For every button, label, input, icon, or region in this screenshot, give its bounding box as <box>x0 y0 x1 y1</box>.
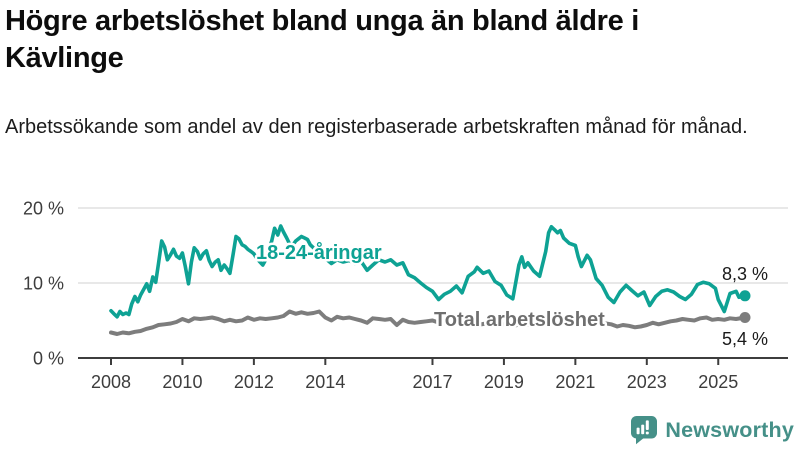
page-title: Högre arbetslöshet bland unga än bland ä… <box>5 3 639 77</box>
series-line-total <box>109 309 747 336</box>
chart-subtitle: Arbetssökande som andel av den registerb… <box>5 116 748 138</box>
page-title-line2: Kävlinge <box>5 42 124 74</box>
series-end-dot-youth-18-24 <box>739 290 751 302</box>
x-tick-label: 2019 <box>484 372 524 392</box>
newsworthy-logo-text: Newsworthy <box>665 417 794 442</box>
series-end-value-youth-18-24: 8,3 % <box>722 264 768 284</box>
series-end-dot-total <box>739 312 751 323</box>
page-title-line1: Högre arbetslöshet bland unga än bland ä… <box>5 5 639 37</box>
x-tick-label: 2014 <box>305 372 345 392</box>
x-tick-label: 2023 <box>627 372 667 392</box>
y-tick-label: 0 % <box>33 349 64 369</box>
series-line-youth-18-24 <box>109 224 747 319</box>
x-tick-label: 2010 <box>162 372 202 392</box>
newsworthy-logo-icon <box>631 416 658 445</box>
series-label-total: Total arbetslöshet <box>434 309 605 331</box>
y-tick-label: 10 % <box>23 274 64 294</box>
x-tick-label: 2012 <box>234 372 274 392</box>
series-end-value-total: 5,4 % <box>722 329 768 349</box>
x-tick-label: 2008 <box>91 372 131 392</box>
x-tick-label: 2025 <box>698 372 738 392</box>
y-tick-label: 20 % <box>23 199 64 219</box>
series-label-youth-18-24: 18-24-åringar <box>256 241 382 264</box>
newsworthy-logo: Newsworthy <box>630 415 794 445</box>
x-tick-label: 2021 <box>555 372 595 392</box>
x-tick-label: 2017 <box>412 372 452 392</box>
